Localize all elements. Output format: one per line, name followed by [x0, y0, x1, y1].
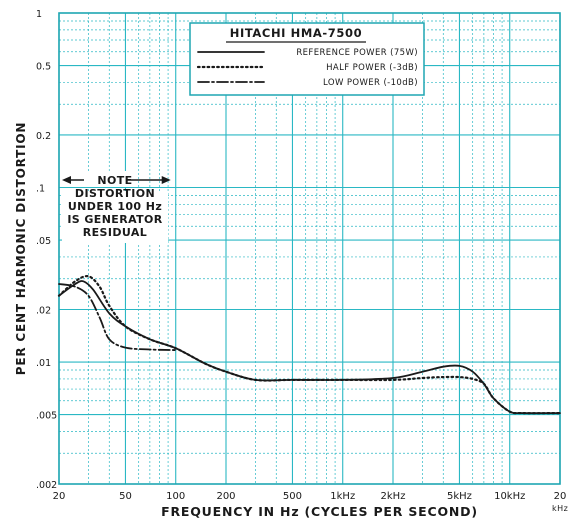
arrow-head-left: [62, 176, 71, 184]
y-axis-title: PER CENT HARMONIC DISTORTION: [14, 122, 28, 375]
y-tick-label: .02: [36, 305, 51, 316]
annotation-label-bg: [84, 171, 126, 187]
x-tick-label: 1kHz: [330, 491, 355, 502]
chart-title: HITACHI HMA-7500: [230, 26, 362, 40]
legend-label-2: HALF POWER (-3dB): [326, 63, 418, 73]
x-tick-label: 100: [166, 491, 185, 502]
series-line-1: [58, 280, 561, 415]
legend-items: REFERENCE POWER (75W) HALF POWER (-3dB) LO…: [196, 48, 418, 88]
annotation-line: NOTE: [97, 174, 132, 187]
y-tick-label: .1: [36, 184, 45, 195]
x-tick-label: 20: [53, 491, 66, 502]
legend-label-1: REFERENCE POWER (75W): [296, 48, 418, 58]
y-tick-label: 1: [36, 9, 42, 20]
x-unit-label: kHz: [552, 504, 568, 513]
annotation-line: RESIDUAL: [83, 226, 147, 239]
annotation-line: IS GENERATOR: [67, 213, 162, 226]
y-tick-label: .01: [36, 358, 51, 369]
y-tick-label: .05: [36, 236, 51, 247]
x-tick-label: 5kHz: [447, 491, 472, 502]
plot-border: [58, 12, 561, 485]
annotation-line-bg: [62, 217, 168, 230]
annotation-line-bg: [62, 191, 168, 204]
y-tick-label: 0.5: [36, 62, 51, 73]
x-tick-label: 50: [119, 491, 132, 502]
annotation-line: DISTORTION: [75, 187, 155, 200]
annotation-line: UNDER 100 Hz: [68, 200, 162, 213]
x-tick-label: 200: [216, 491, 235, 502]
x-tick-label: 2kHz: [381, 491, 406, 502]
tick-labels: 20 50 100 200 500 1kHz 2kHz 5kHz 10kHz 20 1 0.5 0.2.…: [36, 9, 566, 502]
legend-label-3: LOW POWER (-10dB): [323, 78, 418, 88]
x-tick-label: 20: [554, 491, 567, 502]
annotation-line-bg: [62, 230, 168, 243]
x-axis-title: FREQUENCY IN Hz (CYCLES PER SECOND): [161, 504, 478, 519]
series-line-2: [57, 275, 562, 415]
arrow-head-right: [161, 176, 171, 184]
legend-box: [189, 22, 425, 96]
legend: HITACHI HMA-7500 REFERENCE POWER (75W) HA…: [189, 22, 425, 96]
y-tick-label: .002: [36, 480, 57, 491]
annotation-line-bg: [62, 204, 168, 217]
x-tick-label: 10kHz: [494, 491, 525, 502]
series-layer: [57, 275, 562, 415]
y-tick-label: 0.2: [36, 131, 51, 142]
x-tick-label: 500: [283, 491, 302, 502]
series-line-3: [58, 283, 177, 351]
y-tick-label: .005: [36, 411, 57, 422]
